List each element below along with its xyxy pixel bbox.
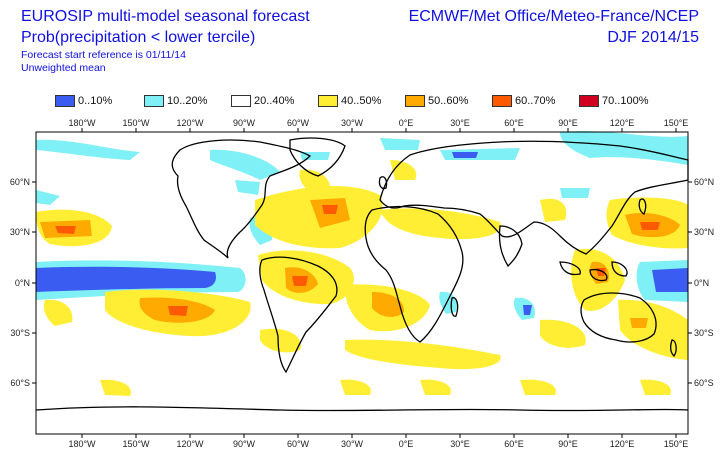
legend-swatch: [579, 95, 599, 107]
lon-label: 30°E: [450, 439, 470, 449]
centres-label: ECMWF/Met Office/Meteo-France/NCEP: [408, 8, 699, 25]
lon-label: 90°W: [233, 118, 256, 128]
mean-note: Unweighted mean: [21, 62, 106, 74]
legend-item: 70..100%: [579, 94, 648, 108]
legend-label: 20..40%: [254, 95, 295, 107]
season-label: DJF 2014/15: [607, 29, 699, 46]
lon-labels-bottom: 180°W 150°W 120°W 90°W 60°W 30°W 0°E 30°…: [68, 439, 688, 449]
legend-label: 70..100%: [602, 95, 649, 107]
coastlines: [35, 137, 689, 412]
lat-label: 30°S: [10, 328, 30, 338]
lat-label: 60°S: [10, 378, 30, 388]
legend-swatch: [405, 95, 425, 107]
legend-label: 40..50%: [341, 95, 382, 107]
legend-item: 50..60%: [405, 94, 468, 108]
lon-label: 180°W: [68, 118, 96, 128]
lat-label: 0°N: [694, 278, 709, 288]
lon-label: 120°E: [610, 439, 635, 449]
lon-label: 90°E: [558, 118, 578, 128]
legend-item: 20..40%: [231, 94, 294, 108]
lon-label: 90°W: [233, 439, 256, 449]
legend-item: 60..70%: [492, 94, 555, 108]
lat-label: 60°N: [694, 177, 714, 187]
lon-label: 0°E: [399, 118, 414, 128]
legend-swatch: [55, 95, 75, 107]
lat-label: 60°N: [10, 177, 30, 187]
lon-label: 60°W: [287, 439, 310, 449]
lon-label: 60°E: [504, 439, 524, 449]
map-title: EUROSIP multi-model seasonal forecast: [21, 8, 310, 25]
lat-label: 60°S: [694, 378, 714, 388]
lon-label: 120°W: [176, 118, 204, 128]
lon-label: 60°W: [287, 118, 310, 128]
lat-labels-right: 60°N 30°N 0°N 30°S 60°S: [694, 177, 714, 388]
legend-swatch: [231, 95, 251, 107]
legend-label: 60..70%: [515, 95, 556, 107]
legend-item: 40..50%: [318, 94, 381, 108]
legend-item: 10..20%: [144, 94, 207, 108]
legend-label: 50..60%: [428, 95, 469, 107]
lon-label: 30°W: [341, 439, 364, 449]
forecast-reference: Forecast start reference is 01/11/14: [21, 49, 186, 61]
map-subtitle: Prob(precipitation < lower tercile): [21, 29, 256, 46]
lat-label: 30°N: [10, 227, 30, 237]
lon-label: 150°W: [122, 118, 150, 128]
lon-label: 0°E: [399, 439, 414, 449]
legend-swatch: [492, 95, 512, 107]
lat-labels-left: 60°N 30°N 0°N 30°S 60°S: [10, 177, 30, 388]
tick-marks: [32, 128, 692, 438]
lat-label: 30°S: [694, 328, 714, 338]
legend-label: 0..10%: [78, 95, 113, 107]
lon-label: 150°E: [664, 439, 689, 449]
lon-label: 30°W: [341, 118, 364, 128]
lon-label: 150°E: [664, 118, 689, 128]
legend-item: 0..10%: [55, 94, 112, 108]
lon-label: 30°E: [450, 118, 470, 128]
legend-label: 10..20%: [167, 95, 208, 107]
lon-label: 180°W: [68, 439, 96, 449]
lon-label: 120°E: [610, 118, 635, 128]
lon-label: 150°W: [122, 439, 150, 449]
probability-shading: [36, 131, 688, 396]
lon-label: 60°E: [504, 118, 524, 128]
lat-label: 0°N: [15, 278, 30, 288]
lon-labels-top: 180°W 150°W 120°W 90°W 60°W 30°W 0°E 30°…: [68, 118, 688, 128]
legend-swatch: [318, 95, 338, 107]
lon-label: 90°E: [558, 439, 578, 449]
lon-label: 120°W: [176, 439, 204, 449]
lat-label: 30°N: [694, 227, 714, 237]
legend-swatch: [144, 95, 164, 107]
